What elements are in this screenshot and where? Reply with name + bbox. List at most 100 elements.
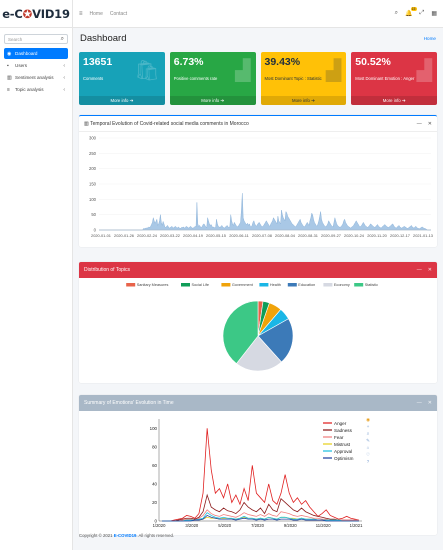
- more-info-label: More info: [292, 98, 310, 103]
- x-tick-label: 2020-08-31: [298, 233, 318, 238]
- legend-swatch: [221, 283, 231, 287]
- legend-swatch: [126, 283, 136, 287]
- close-icon[interactable]: ✕: [427, 267, 432, 273]
- search-icon[interactable]: ⌕: [60, 35, 64, 42]
- logo-text-left: e-C: [2, 6, 23, 21]
- area-series: [99, 193, 431, 231]
- legend-label: Optimism: [334, 456, 354, 461]
- series-line: [162, 428, 360, 522]
- collapse-icon[interactable]: —: [416, 120, 422, 127]
- close-icon[interactable]: ✕: [427, 400, 432, 406]
- x-tick-label: 2020-04-19: [183, 233, 203, 238]
- arrow-circle-right-icon: ➔: [401, 97, 406, 103]
- pie-slice: [257, 318, 294, 363]
- plot-toolbar-icon: ♡: [366, 452, 370, 457]
- info-box-dominant-topic: 39.43% Most Dominant Topic : Statistic ▟…: [260, 52, 347, 105]
- y-tick-label: 20: [152, 500, 157, 505]
- legend-swatch: [354, 283, 364, 287]
- footer: Copyright © 2021 E-COVID19. All rights r…: [79, 533, 174, 538]
- virus-icon: ✪: [22, 6, 33, 21]
- footer-suffix: . All rights reserved.: [136, 533, 175, 538]
- y-tick-label: 200: [89, 166, 97, 171]
- more-info-label: More info: [110, 98, 129, 103]
- info-box-value: 6.73%: [173, 56, 204, 68]
- x-tick-label: 2020-07-08: [252, 233, 272, 238]
- grid-icon[interactable]: ▦: [431, 11, 437, 17]
- y-tick-label: 100: [89, 197, 97, 202]
- sidebar-search-input[interactable]: Search ⌕: [4, 34, 68, 44]
- plot-toolbar-icon: +: [367, 424, 370, 429]
- x-tick-label: 3/2020: [185, 523, 198, 528]
- y-tick-label: 100: [150, 426, 158, 431]
- y-tick-label: 0: [155, 519, 158, 524]
- y-tick-label: 60: [152, 463, 157, 468]
- x-tick-label: 2020-01-26: [114, 233, 134, 238]
- legend-label: Approval: [334, 449, 352, 454]
- menu-toggle-icon[interactable]: ≡: [79, 10, 83, 17]
- bar-chart-icon: ▟: [235, 60, 251, 82]
- sidebar-item-users[interactable]: ▪ Users ‹: [4, 60, 68, 71]
- close-icon[interactable]: ✕: [427, 120, 432, 127]
- chart-icon: ▥: [84, 120, 91, 127]
- bar-chart-icon: ▟: [325, 60, 342, 82]
- page-header: Dashboard Home: [79, 28, 437, 48]
- breadcrumb[interactable]: Home: [423, 35, 436, 41]
- y-tick-label: 80: [152, 444, 157, 449]
- bar-chart-icon: ▟: [416, 60, 432, 82]
- sidebar-item-sentiment-analysis[interactable]: ▥ Sentiment analysis ‹: [4, 72, 68, 83]
- plot-toolbar-icon: ✎: [366, 438, 370, 443]
- topbar-actions: ⌕ 🔔 15 ⤢ ▦: [394, 7, 437, 17]
- plot-toolbar-icon: ?: [367, 459, 370, 464]
- x-tick-label: 9/2020: [284, 523, 297, 528]
- x-tick-label: 1/2021: [350, 523, 363, 528]
- footer-brand-link[interactable]: E-COVID19: [113, 533, 137, 538]
- x-tick-label: 2020-08-04: [275, 233, 296, 238]
- collapse-icon[interactable]: —: [416, 400, 422, 406]
- notifications-icon[interactable]: 🔔 15: [405, 7, 417, 17]
- info-box-label: Comments: [83, 76, 104, 81]
- pie-slice: [236, 335, 282, 372]
- card-tools: — ✕: [417, 267, 432, 273]
- app-logo[interactable]: e-C ✪ VID19: [0, 0, 72, 28]
- users-icon: ▪: [7, 62, 9, 69]
- plot-toolbar-icon: ⌂: [367, 445, 370, 450]
- card-header: ▥ Temporal Evolution of Covid-related so…: [79, 116, 437, 132]
- more-info-link[interactable]: More info ➔: [351, 96, 437, 105]
- series-line: [162, 493, 359, 522]
- sidebar-item-dashboard[interactable]: ◉ Dashboard: [4, 48, 68, 59]
- sidebar-item-label: Sentiment analysis: [15, 75, 54, 80]
- collapse-icon[interactable]: —: [416, 267, 422, 273]
- x-tick-label: 2021-01-13: [413, 233, 433, 238]
- nav-link-contact[interactable]: Contact: [109, 10, 128, 17]
- list-icon: ≡: [7, 86, 10, 93]
- x-tick-label: 5/2020: [218, 523, 231, 528]
- y-tick-label: 0: [94, 228, 97, 233]
- legend-swatch: [323, 283, 333, 287]
- nav-link-home[interactable]: Home: [89, 10, 103, 17]
- legend-swatch: [259, 283, 269, 287]
- legend-label: Economy: [334, 283, 350, 287]
- more-info-link[interactable]: More info ➔: [260, 96, 347, 105]
- more-info-link[interactable]: More info ➔: [169, 96, 256, 105]
- legend-label: Health: [270, 283, 281, 287]
- arrow-circle-right-icon: ➔: [220, 97, 224, 103]
- x-tick-label: 1/2020: [153, 523, 166, 528]
- x-tick-label: 2020-10-24: [344, 233, 365, 238]
- x-tick-label: 2020-03-22: [160, 233, 180, 238]
- fullscreen-icon[interactable]: ⤢: [419, 10, 425, 16]
- info-box-label: Most Dominant Emotion : Anger: [355, 76, 415, 81]
- plot-toolbar-icon: ◉: [366, 417, 370, 422]
- card-tools: — ✕: [417, 400, 432, 406]
- topics-pie-chart: Sanitary Measures Social Life Government He…: [126, 283, 378, 372]
- more-info-link[interactable]: More info ➔: [79, 96, 165, 105]
- chart-icon: ▥: [7, 74, 12, 81]
- sidebar-item-topic-analysis[interactable]: ≡ Topic analysis ‹: [4, 84, 68, 95]
- legend-label: Statistic: [365, 283, 378, 287]
- x-tick-label: 7/2020: [251, 523, 264, 528]
- search-icon[interactable]: ⌕: [394, 10, 399, 16]
- temporal-evolution-card: ▥ Temporal Evolution of Covid-related so…: [79, 115, 437, 247]
- logo-text-right: VID19: [32, 6, 70, 21]
- topics-distribution-card: Distribution of Topics — ✕ Sanitary Meas…: [79, 262, 437, 383]
- emotions-line-chart: 0 20 40 60 80 100 1/2020 3/2020 5/2020 7/2020 9/20…: [150, 417, 370, 528]
- info-box-value: 50.52%: [355, 56, 391, 68]
